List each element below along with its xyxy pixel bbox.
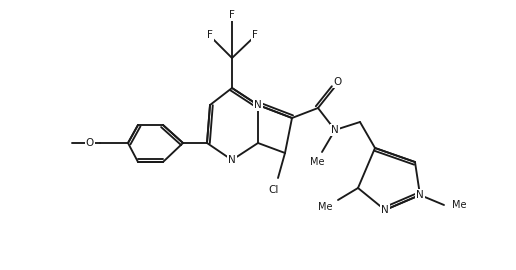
Text: Cl: Cl: [269, 185, 279, 195]
Text: Me: Me: [452, 200, 466, 210]
Text: N: N: [381, 205, 389, 215]
Text: O: O: [334, 77, 342, 87]
Text: Me: Me: [310, 157, 324, 167]
Text: O: O: [86, 138, 94, 148]
Text: N: N: [416, 190, 424, 200]
Text: N: N: [228, 155, 236, 165]
Text: F: F: [207, 30, 213, 40]
Text: Me: Me: [318, 202, 332, 212]
Text: N: N: [331, 125, 339, 135]
Text: N: N: [254, 100, 262, 110]
Text: F: F: [252, 30, 258, 40]
Text: F: F: [229, 10, 235, 20]
